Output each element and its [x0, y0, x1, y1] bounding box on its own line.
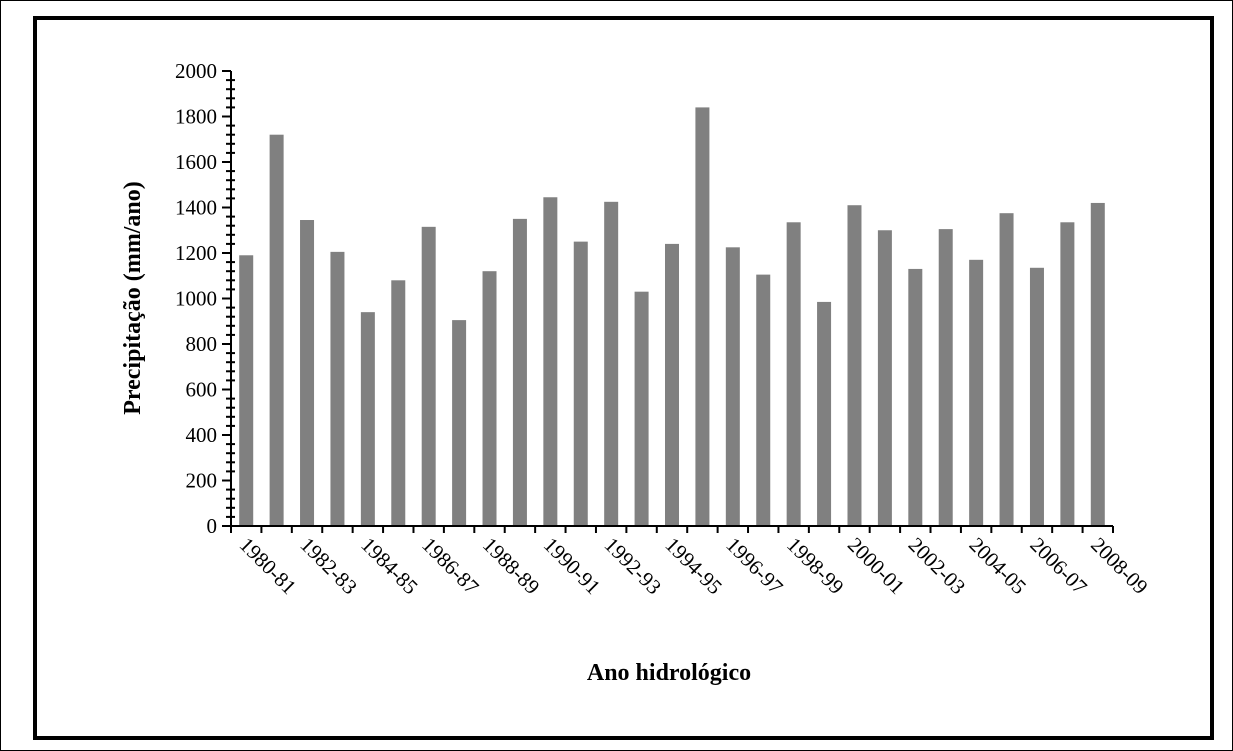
y-tick-label: 1200 [175, 241, 217, 265]
bar-1993-94 [634, 291, 649, 526]
bar-1985-86 [391, 280, 406, 526]
y-tick-label: 400 [186, 423, 218, 447]
bar-1989-90 [512, 218, 527, 526]
x-tick-label: 2002-03 [904, 533, 970, 599]
x-tick-label: 1996-97 [721, 533, 787, 599]
x-tick-label: 2004-05 [965, 533, 1031, 599]
x-tick-label: 1984-85 [356, 533, 422, 599]
bar-1994-95 [665, 243, 679, 526]
x-tick-label: 1982-83 [295, 533, 361, 599]
bar-1981-82 [269, 134, 284, 526]
bar-1988-89 [482, 271, 497, 526]
y-tick-label: 1000 [175, 287, 217, 311]
x-tick-label: 1988-89 [478, 533, 544, 599]
bar-2001-02 [877, 230, 892, 526]
bar-1987-88 [452, 320, 467, 526]
bar-1990-91 [543, 197, 558, 526]
x-tick-label: 2006-07 [1025, 533, 1091, 599]
bar-1996-97 [725, 247, 740, 526]
bar-2008-09 [1090, 202, 1105, 526]
y-tick-label: 1400 [175, 196, 217, 220]
chart-frame [33, 16, 1214, 740]
bar-1995-96 [695, 107, 710, 527]
bar-1980-81 [239, 255, 254, 526]
y-tick-label: 200 [186, 469, 218, 493]
x-tick-label: 2000-01 [843, 533, 909, 599]
bar-2007-08 [1060, 222, 1075, 526]
x-tick-label: 1980-81 [235, 533, 301, 599]
y-axis-title: Precipitação (mm/ano) [120, 181, 146, 415]
bar-1992-93 [604, 201, 619, 526]
bar-2000-01 [847, 205, 862, 526]
bar-1999-00 [817, 301, 832, 526]
x-tick-label: 1986-87 [417, 533, 483, 599]
x-tick-label: 2008-09 [1086, 533, 1152, 599]
y-tick-label: 1600 [175, 150, 217, 174]
x-axis-ticks: 1980-811982-831984-851986-871988-891990-… [230, 526, 1153, 599]
bar-1984-85 [360, 312, 375, 526]
x-tick-label: 1994-95 [660, 533, 726, 599]
bar-2005-06 [999, 213, 1014, 526]
x-axis-title: Ano hidrológico [587, 660, 751, 686]
bar-1982-83 [300, 220, 315, 526]
bar-2006-07 [1029, 267, 1044, 526]
bar-1983-84 [330, 251, 345, 527]
y-tick-label: 2000 [175, 59, 217, 83]
x-tick-label: 1992-93 [600, 533, 666, 599]
y-axis-ticks: 0 200 400 600 800 1000 1200 1400 1600 1800 2000 [175, 59, 235, 538]
bar-1986-87 [421, 226, 436, 526]
bar-1998-99 [786, 222, 801, 526]
y-tick-label: 0 [207, 514, 218, 538]
bar-1991-92 [573, 241, 588, 526]
bar-2002-03 [908, 268, 923, 526]
x-tick-label: 1998-99 [782, 533, 848, 599]
bar-2004-05 [969, 259, 984, 526]
bar-2003-04 [938, 229, 953, 527]
y-tick-label: 1800 [175, 105, 217, 129]
bars-group [239, 107, 1105, 527]
y-tick-label: 800 [186, 332, 218, 356]
x-tick-label: 1990-91 [539, 533, 605, 599]
bar-1997-98 [756, 274, 771, 526]
y-tick-label: 600 [186, 378, 218, 402]
